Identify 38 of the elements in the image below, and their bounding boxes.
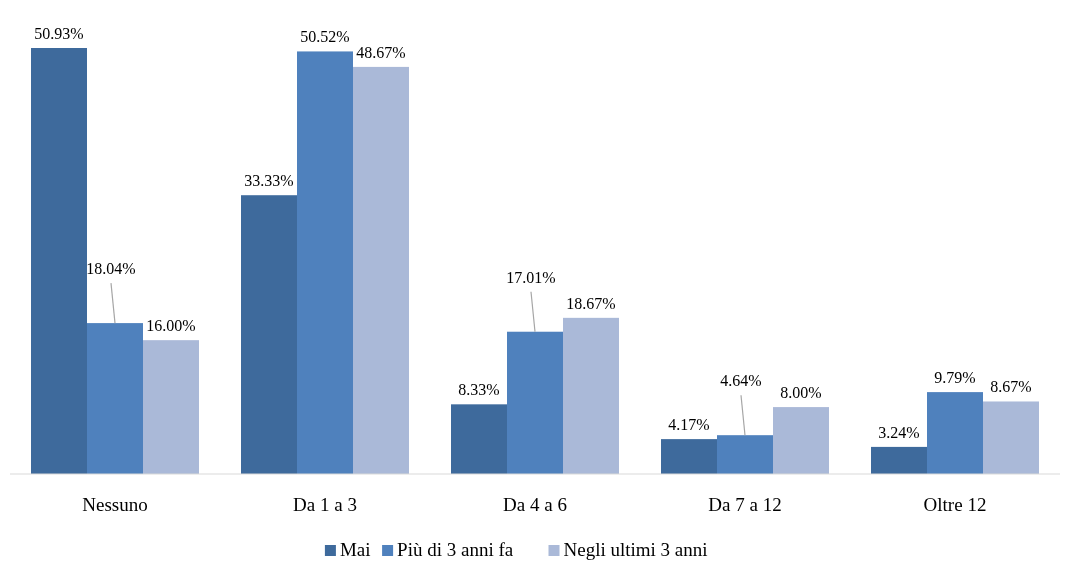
legend-label: Mai (339, 539, 371, 560)
data-label: 18.67% (566, 294, 616, 312)
bar (927, 392, 983, 474)
data-label: 17.01% (506, 268, 556, 286)
bar (661, 439, 717, 474)
bar (773, 407, 829, 474)
bar (983, 401, 1039, 474)
x-tick-label: Da 7 a 12 (708, 494, 782, 515)
bar (353, 66, 409, 474)
x-tick-label: Da 4 a 6 (503, 494, 567, 515)
x-tick-label: Nessuno (82, 494, 148, 515)
data-label: 4.17% (668, 416, 710, 434)
x-tick-label: Da 1 a 3 (293, 494, 357, 515)
data-label: 8.33% (458, 381, 500, 399)
data-label: 3.24% (878, 423, 920, 441)
data-label: 4.64% (720, 372, 762, 390)
data-label: 33.33% (244, 172, 294, 190)
data-label: 9.79% (934, 369, 976, 387)
bar (451, 404, 507, 474)
bar (871, 446, 927, 474)
bar (563, 317, 619, 474)
data-label: 50.93% (34, 25, 84, 42)
data-label: 50.52% (300, 28, 350, 46)
bar (143, 340, 199, 474)
data-label: 8.00% (780, 384, 822, 402)
bar (241, 195, 297, 474)
data-label: 8.67% (990, 378, 1032, 396)
legend-label: Più di 3 anni fa (397, 539, 514, 560)
x-tick-label: Oltre 12 (923, 494, 987, 515)
bar (31, 48, 87, 474)
data-label: 16.00% (146, 317, 196, 335)
bar (507, 331, 563, 474)
data-label: 48.67% (356, 43, 406, 61)
bar (87, 323, 143, 474)
legend-label: Negli ultimi 3 anni (563, 539, 708, 560)
data-label: 18.04% (86, 260, 136, 278)
bar (297, 51, 353, 474)
bar (717, 435, 773, 474)
